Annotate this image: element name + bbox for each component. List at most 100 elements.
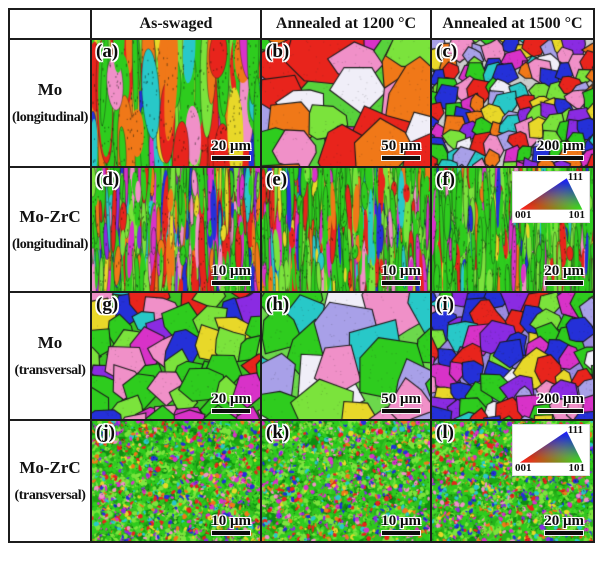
scale-bar-e: 10 μm xyxy=(381,262,421,286)
column-header-annealed-1200: Annealed at 1200 °C xyxy=(262,10,432,40)
micrograph-d xyxy=(92,168,260,291)
panel-g: (g) 20 μm xyxy=(92,293,262,421)
panel-label-e: (e) xyxy=(266,169,288,190)
ipf-triangle-icon xyxy=(519,178,583,210)
column-header-annealed-1500: Annealed at 1500 °C xyxy=(432,10,595,40)
scale-text: 20 μm xyxy=(544,512,584,529)
scale-bar-b: 50 μm xyxy=(381,137,421,161)
panel-i: (i) 200 μm xyxy=(432,293,595,421)
ipf-label-101: 101 xyxy=(568,462,586,474)
scale-bar-line xyxy=(381,408,421,414)
panel-label-f: (f) xyxy=(436,169,455,190)
panel-label-k: (k) xyxy=(266,422,290,443)
panel-label-d: (d) xyxy=(96,169,120,190)
panel-label-c: (c) xyxy=(436,41,458,62)
column-header-label: Annealed at 1200 °C xyxy=(275,15,417,32)
material-label: Mo-ZrC xyxy=(19,206,81,226)
material-label: Mo xyxy=(37,80,63,99)
orientation-label: (transversal) xyxy=(14,363,86,378)
scale-text: 50 μm xyxy=(381,390,421,407)
micrograph-e xyxy=(262,168,430,291)
panel-label-a: (a) xyxy=(96,41,119,62)
corner-cell xyxy=(10,10,92,40)
scale-bar-k: 10 μm xyxy=(381,512,421,536)
orientation-label: (longitudinal) xyxy=(11,110,89,125)
orientation-label: (transversal) xyxy=(14,488,86,503)
scale-bar-line xyxy=(381,155,421,161)
scale-bar-g: 20 μm xyxy=(211,390,251,414)
row-label-mo-longitudinal: Mo (longitudinal) xyxy=(10,40,92,168)
panel-label-b: (b) xyxy=(266,41,290,62)
scale-bar-line xyxy=(381,530,421,536)
scale-bar-l: 20 μm xyxy=(544,512,584,536)
ipf-label-001: 001 xyxy=(515,209,532,221)
panel-c: (c) 200 μm xyxy=(432,40,595,168)
scale-bar-line xyxy=(211,280,251,286)
row-label-mozrc-transversal: Mo-ZrC (transversal) xyxy=(10,421,92,543)
micrograph-c xyxy=(432,40,593,166)
panel-l: (l) 111 001 xyxy=(432,421,595,543)
scale-text: 200 μm xyxy=(536,390,584,407)
row-label-mo-transversal: Mo (transversal) xyxy=(10,293,92,421)
column-header-label: As-swaged xyxy=(139,15,213,32)
column-header-as-swaged: As-swaged xyxy=(92,10,262,40)
scale-bar-line xyxy=(536,408,584,414)
panel-h: (h) 50 μm xyxy=(262,293,432,421)
scale-text: 200 μm xyxy=(536,137,584,154)
ipf-label-111: 111 xyxy=(567,424,583,436)
panel-e: (e) 10 μm xyxy=(262,168,432,293)
panel-label-l: (l) xyxy=(436,422,454,443)
micrograph-i xyxy=(432,293,593,419)
row-label-mozrc-longitudinal: Mo-ZrC (longitudinal) xyxy=(10,168,92,293)
scale-bar-c: 200 μm xyxy=(536,137,584,161)
scale-bar-i: 200 μm xyxy=(536,390,584,414)
scale-bar-line xyxy=(381,280,421,286)
micrograph-k xyxy=(262,421,430,541)
micrograph-h xyxy=(262,293,430,419)
scale-text: 20 μm xyxy=(211,390,251,407)
ipf-label-111: 111 xyxy=(567,171,583,183)
scale-text: 20 μm xyxy=(544,262,584,279)
ipf-legend: 111 001 101 xyxy=(512,171,590,223)
scale-bar-line xyxy=(544,530,584,536)
ipf-label-001: 001 xyxy=(515,462,532,474)
scale-text: 10 μm xyxy=(211,262,251,279)
scale-text: 10 μm xyxy=(381,512,421,529)
scale-bar-h: 50 μm xyxy=(381,390,421,414)
panel-label-j: (j) xyxy=(96,422,115,443)
scale-bar-line xyxy=(211,530,251,536)
ipf-label-101: 101 xyxy=(568,209,586,221)
panel-label-h: (h) xyxy=(266,294,290,315)
scale-bar-line xyxy=(544,280,584,286)
scale-text: 20 μm xyxy=(211,137,251,154)
column-header-label: Annealed at 1500 °C xyxy=(442,15,583,32)
figure-grid: As-swaged Annealed at 1200 °C Annealed a… xyxy=(8,8,595,543)
scale-bar-a: 20 μm xyxy=(211,137,251,161)
ebsd-figure: As-swaged Annealed at 1200 °C Annealed a… xyxy=(8,8,600,543)
panel-a: (a) 20 μm xyxy=(92,40,262,168)
micrograph-a xyxy=(92,40,260,166)
panel-label-i: (i) xyxy=(436,294,454,315)
scale-bar-line xyxy=(536,155,584,161)
scale-bar-f: 20 μm xyxy=(544,262,584,286)
orientation-label: (longitudinal) xyxy=(11,236,89,252)
scale-bar-d: 10 μm xyxy=(211,262,251,286)
scale-text: 10 μm xyxy=(381,262,421,279)
scale-bar-j: 10 μm xyxy=(211,512,251,536)
panel-j: (j) 10 μm xyxy=(92,421,262,543)
scale-text: 10 μm xyxy=(211,512,251,529)
panel-label-g: (g) xyxy=(96,294,119,315)
scale-bar-line xyxy=(211,408,251,414)
panel-b: (b) 50 μm xyxy=(262,40,432,168)
micrograph-b xyxy=(262,40,430,166)
panel-k: (k) 10 μm xyxy=(262,421,432,543)
micrograph-j xyxy=(92,421,260,541)
micrograph-g xyxy=(92,293,260,419)
ipf-triangle-icon xyxy=(519,431,583,463)
material-label: Mo-ZrC xyxy=(19,458,81,477)
panel-d: (d) 10 μm xyxy=(92,168,262,293)
scale-text: 50 μm xyxy=(381,137,421,154)
scale-bar-line xyxy=(211,155,251,161)
material-label: Mo xyxy=(37,333,63,352)
panel-f: (f) 111 001 xyxy=(432,168,595,293)
